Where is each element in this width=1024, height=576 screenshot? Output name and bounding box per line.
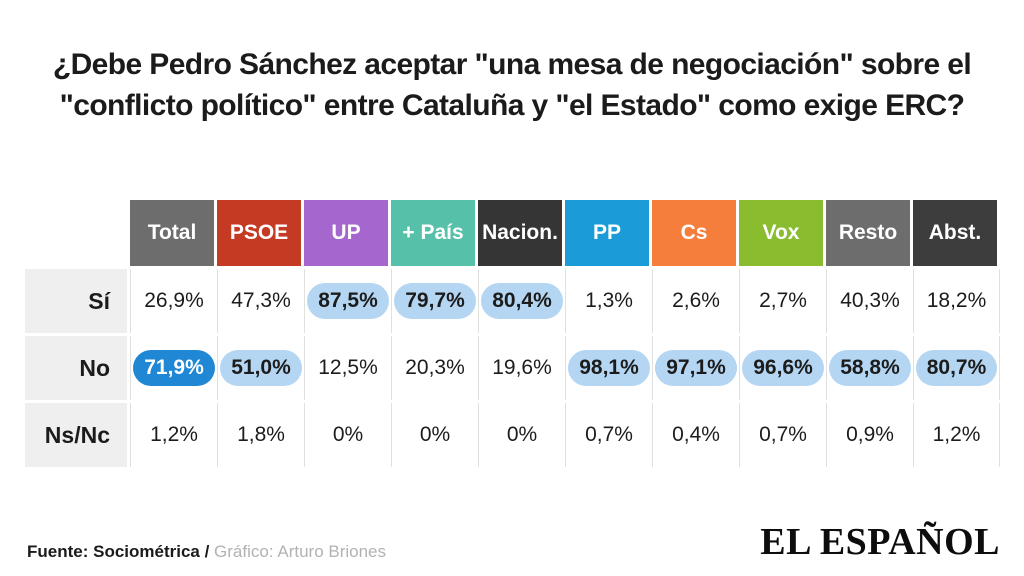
page-title: ¿Debe Pedro Sánchez aceptar "una mesa de… — [0, 44, 1024, 126]
column-header-up: UP — [304, 200, 388, 266]
table-cell: 1,2% — [913, 403, 1000, 467]
table-cell: 0,4% — [652, 403, 739, 467]
table-cell: 71,9% — [130, 336, 217, 400]
column-header-label: Nacion. — [482, 221, 558, 244]
cell-value: 58,8% — [829, 350, 911, 386]
column-header-label: UP — [331, 221, 361, 244]
table-cell: 0% — [478, 403, 565, 467]
row-label: No — [25, 336, 127, 400]
cell-value: 12,5% — [318, 356, 378, 379]
title-line-1: ¿Debe Pedro Sánchez aceptar "una mesa de… — [52, 48, 972, 81]
table-cell: 12,5% — [304, 336, 391, 400]
column-header-total: Total — [130, 200, 214, 266]
cell-value: 96,6% — [742, 350, 824, 386]
column-header-label: Total — [147, 221, 197, 244]
cell-value: 2,6% — [672, 289, 720, 312]
table-row-no: No 71,9% 51,0% 12,5% 20,3% 19,6% 98,1% 9… — [25, 336, 1000, 400]
survey-table: Total PSOE UP + País Nacion. PP Cs Vox R… — [25, 200, 1000, 470]
table-cell: 87,5% — [304, 269, 391, 333]
cell-value: 0,7% — [585, 423, 633, 446]
cell-value: 0% — [506, 423, 538, 446]
column-header-label: Vox — [762, 221, 800, 244]
table-cell: 19,6% — [478, 336, 565, 400]
cell-value: 47,3% — [231, 289, 291, 312]
column-header-label: Abst. — [928, 221, 982, 244]
table-cell: 98,1% — [565, 336, 652, 400]
row-label: Sí — [25, 269, 127, 333]
cell-value: 1,2% — [932, 423, 981, 446]
column-header-psoe: PSOE — [217, 200, 301, 266]
cell-value: 26,9% — [144, 289, 204, 312]
cell-value: 1,2% — [150, 423, 198, 446]
table-cell: 20,3% — [391, 336, 478, 400]
table-cell: 1,3% — [565, 269, 652, 333]
cell-value: 1,8% — [237, 423, 285, 446]
table-cell: 96,6% — [739, 336, 826, 400]
cell-value: 20,3% — [405, 356, 465, 379]
cell-value: 0,9% — [846, 423, 894, 446]
table-cell: 26,9% — [130, 269, 217, 333]
table-cell: 97,1% — [652, 336, 739, 400]
table-cell: 0,7% — [565, 403, 652, 467]
cell-value: 51,0% — [220, 350, 302, 386]
source-label: Fuente: Sociométrica / — [27, 542, 210, 561]
table-cell: 80,4% — [478, 269, 565, 333]
el-espanol-logo: EL ESPAÑOL — [760, 521, 1000, 563]
cell-value: 98,1% — [568, 350, 650, 386]
table-cell: 80,7% — [913, 336, 1000, 400]
column-header-label: + País — [402, 221, 464, 244]
table-cell: 79,7% — [391, 269, 478, 333]
cell-value: 97,1% — [655, 350, 737, 386]
cell-value: 71,9% — [133, 350, 215, 386]
table-cell: 2,7% — [739, 269, 826, 333]
column-header-pp: PP — [565, 200, 649, 266]
column-header-label: Cs — [680, 221, 708, 244]
table-cell: 18,2% — [913, 269, 1000, 333]
cell-value: 0,4% — [672, 423, 720, 446]
cell-value: 0% — [332, 423, 364, 446]
table-cell: 58,8% — [826, 336, 913, 400]
row-label: Ns/Nc — [25, 403, 127, 467]
table-cell: 0% — [304, 403, 391, 467]
table-row-si: Sí 26,9% 47,3% 87,5% 79,7% 80,4% 1,3% 2,… — [25, 269, 1000, 333]
cell-value: 18,2% — [926, 289, 987, 312]
table-row-nsnc: Ns/Nc 1,2% 1,8% 0% 0% 0% 0,7% 0,4% 0,7% … — [25, 403, 1000, 467]
title-line-2: "conflicto político" entre Cataluña y "e… — [59, 89, 965, 122]
table-cell: 1,8% — [217, 403, 304, 467]
cell-value: 79,7% — [394, 283, 476, 319]
cell-value: 0,7% — [759, 423, 807, 446]
column-header-label: Resto — [838, 221, 898, 244]
table-cell: 0,9% — [826, 403, 913, 467]
credit-label: Gráfico: Arturo Briones — [209, 542, 387, 561]
source-line: Fuente: Sociométrica / Gráfico: Arturo B… — [27, 542, 386, 562]
cell-value: 19,6% — [492, 356, 552, 379]
column-header-vox: Vox — [739, 200, 823, 266]
cell-value: 87,5% — [307, 283, 389, 319]
table-cell: 2,6% — [652, 269, 739, 333]
column-header-resto: Resto — [826, 200, 910, 266]
column-header-nacionalistas: Nacion. — [478, 200, 562, 266]
cell-value: 80,7% — [915, 350, 998, 386]
column-header-label: PSOE — [229, 221, 289, 244]
table-header-row: Total PSOE UP + País Nacion. PP Cs Vox R… — [130, 200, 1000, 266]
column-header-label: PP — [592, 221, 621, 244]
cell-value: 40,3% — [840, 289, 900, 312]
column-header-mas-pais: + País — [391, 200, 475, 266]
cell-value: 1,3% — [585, 289, 633, 312]
cell-value: 80,4% — [481, 283, 563, 319]
table-cell: 40,3% — [826, 269, 913, 333]
cell-value: 0% — [419, 423, 451, 446]
table-cell: 51,0% — [217, 336, 304, 400]
column-header-abst: Abst. — [913, 200, 997, 266]
column-header-cs: Cs — [652, 200, 736, 266]
table-cell: 47,3% — [217, 269, 304, 333]
table-cell: 1,2% — [130, 403, 217, 467]
table-cell: 0% — [391, 403, 478, 467]
cell-value: 2,7% — [759, 289, 807, 312]
table-cell: 0,7% — [739, 403, 826, 467]
